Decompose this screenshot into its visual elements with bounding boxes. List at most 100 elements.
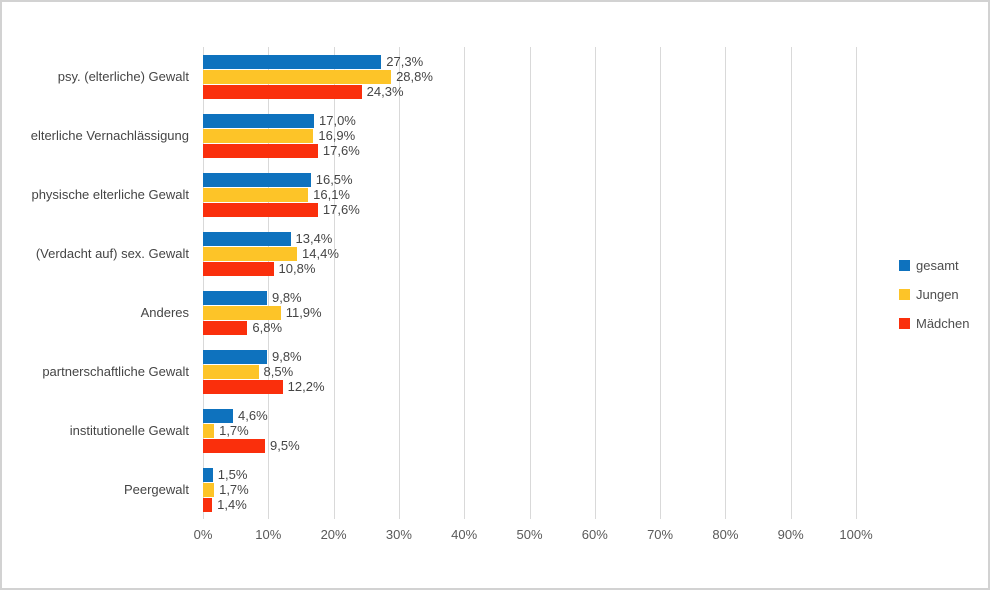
bar-gesamt [203, 290, 267, 305]
bar-wrap: 16,1% [203, 186, 856, 202]
bar-data-label: 9,8% [271, 289, 302, 305]
bar-gesamt [203, 172, 311, 187]
bar-data-label: 1,4% [217, 496, 247, 512]
gridline-60% [594, 47, 596, 519]
bar-Mädchen [203, 379, 283, 394]
bar-data-label: 17,6% [322, 201, 360, 217]
gridline-50% [529, 47, 531, 519]
legend-item-Mädchen: Mädchen [899, 315, 969, 344]
bar-Jungen [203, 364, 259, 379]
x-axis-tick-label: 0% [193, 527, 213, 542]
bar-gesamt [203, 349, 267, 364]
gridline-100% [856, 47, 857, 519]
gridline-40% [464, 47, 466, 519]
bar-wrap: 1,4% [203, 496, 856, 512]
bar-gesamt [203, 408, 234, 423]
bar-Jungen [203, 305, 281, 320]
bar-data-label: 28,8% [396, 68, 433, 84]
legend-swatch-icon [899, 318, 910, 330]
bar-Mädchen [203, 261, 274, 276]
bar-wrap: 8,5% [203, 363, 856, 379]
x-axis-tick-label: 80% [712, 527, 739, 542]
bar-data-label: 9,8% [271, 348, 302, 364]
legend-label: Mädchen [916, 316, 970, 332]
x-axis-tick-label: 40% [451, 527, 478, 542]
bar-data-label: 1,7% [219, 422, 249, 438]
bar-data-label: 17,6% [322, 142, 360, 158]
legend-swatch-icon [899, 289, 910, 301]
bar-data-label: 10,8% [278, 260, 316, 276]
bar-data-label: 16,9% [318, 127, 356, 143]
x-axis-tick-label: 10% [255, 527, 282, 542]
bar-data-label: 24,3% [366, 83, 404, 99]
bar-data-label: 9,5% [270, 437, 300, 453]
category-label: psy. (elterliche) Gewalt [57, 68, 189, 84]
bar-group-row: 9,8% 11,9% 6,8% [203, 283, 856, 342]
bar-data-label: 16,1% [313, 186, 350, 202]
legend-label: gesamt [916, 258, 959, 274]
bar-data-label: 17,0% [319, 112, 356, 128]
bar-wrap: 1,7% [203, 481, 856, 497]
bar-data-label: 1,7% [219, 481, 249, 497]
bar-wrap: 11,9% [203, 304, 856, 320]
category-label: Peergewalt [123, 481, 189, 497]
bar-group-row: 13,4% 14,4% 10,8% [203, 224, 856, 283]
legend-item-Jungen: Jungen [899, 286, 969, 315]
bar-wrap: 10,8% [203, 260, 856, 276]
legend-swatch-icon [899, 260, 910, 272]
x-axis-tick-label: 90% [777, 527, 804, 542]
bar-group-row: 9,8% 8,5% 12,2% [203, 342, 856, 401]
bar-Mädchen [203, 438, 266, 453]
x-axis-tick-label: 70% [647, 527, 674, 542]
bar-wrap: 6,8% [203, 319, 856, 335]
x-axis-tick-label: 50% [516, 527, 543, 542]
bar-group-row: 4,6% 1,7% 9,5% [203, 401, 856, 460]
legend: gesamt Jungen Mädchen [899, 257, 969, 344]
bar-group-row: 17,0% 16,9% 17,6% [203, 106, 856, 165]
bar-data-label: 8,5% [263, 363, 294, 379]
category-label: institutionelle Gewalt [69, 422, 189, 438]
gridline-20% [333, 47, 335, 519]
bar-Jungen [203, 187, 309, 202]
bar-data-label: 14,4% [302, 245, 339, 261]
gridline-90% [790, 47, 792, 519]
bar-wrap: 1,5% [203, 467, 856, 482]
plot-area: 27,3% 28,8% 24,3% 17,0% 16,9% 17,6% 16,5% 16,1%… [203, 47, 857, 519]
bar-gesamt [203, 113, 314, 128]
bar-data-label: 13,4% [295, 230, 333, 246]
gridline-10% [268, 47, 270, 519]
legend-item-gesamt: gesamt [899, 257, 969, 286]
bar-data-label: 11,9% [285, 304, 322, 320]
bar-wrap: 17,6% [203, 201, 856, 217]
bar-data-label: 27,3% [386, 53, 424, 69]
category-label: Anderes [140, 304, 189, 320]
bar-wrap: 4,6% [203, 407, 856, 423]
bar-group-row: 16,5% 16,1% 17,6% [203, 165, 856, 224]
bar-wrap: 9,5% [203, 437, 856, 453]
bar-wrap: 27,3% [203, 53, 856, 69]
bar-data-label: 6,8% [252, 319, 283, 335]
bar-wrap: 9,8% [203, 289, 856, 305]
bar-wrap: 24,3% [203, 83, 856, 99]
bar-Mädchen [203, 320, 248, 335]
x-axis-tick-label: 100% [839, 527, 873, 542]
x-axis-tick-label: 20% [320, 527, 347, 542]
bar-group-row: 27,3% 28,8% 24,3% [203, 47, 856, 106]
category-label: elterliche Vernachlässigung [30, 127, 189, 143]
category-label: partnerschaftliche Gewalt [42, 363, 189, 379]
bar-wrap: 1,7% [203, 422, 856, 438]
gridline-30% [398, 47, 400, 519]
x-axis-tick-label: 60% [581, 527, 608, 542]
bar-gesamt [203, 467, 213, 482]
bar-Mädchen [203, 202, 318, 217]
bar-gesamt [203, 231, 291, 246]
bar-wrap: 16,9% [203, 127, 856, 143]
bar-data-label: 4,6% [238, 407, 268, 423]
bar-Mädchen [203, 143, 318, 158]
bar-Jungen [203, 128, 314, 143]
bar-wrap: 13,4% [203, 230, 856, 246]
bar-Mädchen [203, 84, 362, 99]
bar-wrap: 17,0% [203, 112, 856, 128]
bar-data-label: 12,2% [287, 378, 325, 394]
bar-gesamt [203, 54, 382, 69]
